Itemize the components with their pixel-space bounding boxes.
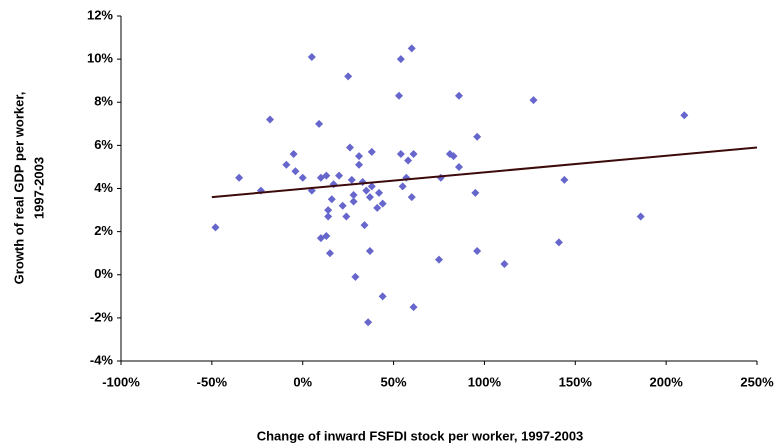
x-tick-label: 0% [293,374,312,389]
point [349,197,358,206]
point [404,156,413,165]
point [560,175,569,184]
point [211,223,220,232]
x-tick-label: 50% [381,374,407,389]
point [355,160,364,169]
point [327,195,336,204]
x-tick-label: 150% [559,374,593,389]
x-axis-title: Change of inward FSFDI stock per worker,… [257,428,584,443]
point [324,206,333,215]
y-tick-label: 4% [94,180,113,195]
point [473,247,482,256]
point [407,193,416,202]
point [344,72,353,81]
point [360,221,369,230]
y-axis-title: Growth of real GDP per worker, [11,92,26,285]
trend-line [211,146,758,199]
point [322,231,331,240]
point [529,96,538,105]
point [436,173,445,182]
point [342,212,351,221]
point [291,167,300,176]
y-tick-label: -4% [90,352,114,367]
point [266,115,275,124]
y-tick-label: 0% [94,266,113,281]
point [680,111,689,120]
point [282,160,291,169]
point [349,190,358,199]
point [409,150,418,158]
x-tick-label: 250% [740,374,774,389]
point [289,150,298,158]
y-tick-label: 8% [94,94,113,109]
y-tick-label: 2% [94,223,113,238]
point [358,178,367,187]
point [396,55,405,64]
point [347,175,356,184]
point [396,150,405,158]
point [338,201,347,210]
point [395,91,404,100]
point [471,188,480,197]
point [298,173,307,182]
point [335,171,344,180]
point [345,143,354,152]
point [378,292,387,301]
point [435,255,443,264]
point [398,182,407,191]
point [373,203,382,212]
point [367,147,376,156]
point [554,238,563,247]
point [367,182,376,191]
x-tick-label: 200% [650,374,684,389]
point [473,132,482,141]
point [325,249,334,258]
point [364,318,373,327]
x-tick-label: -100% [102,374,140,389]
point [378,199,387,208]
y-axis-title: 1997-2003 [31,157,46,219]
x-tick-label: 100% [468,374,502,389]
point [365,247,374,256]
point [355,152,364,161]
point [500,259,509,268]
point [324,212,333,221]
point [235,173,244,182]
y-tick-label: -2% [90,309,114,324]
point [454,162,463,171]
x-tick-label: -50% [197,374,228,389]
point [454,91,463,100]
y-tick-label: 6% [94,137,113,152]
point [315,119,324,128]
point [636,212,645,221]
point [449,152,458,161]
y-tick-label: 12% [87,7,113,22]
point [375,188,384,197]
point [409,303,418,312]
point [407,44,416,53]
point [362,186,371,195]
y-tick-label: 10% [87,51,113,66]
point [322,171,331,180]
point [307,52,316,61]
point [351,272,360,281]
point [365,193,374,202]
